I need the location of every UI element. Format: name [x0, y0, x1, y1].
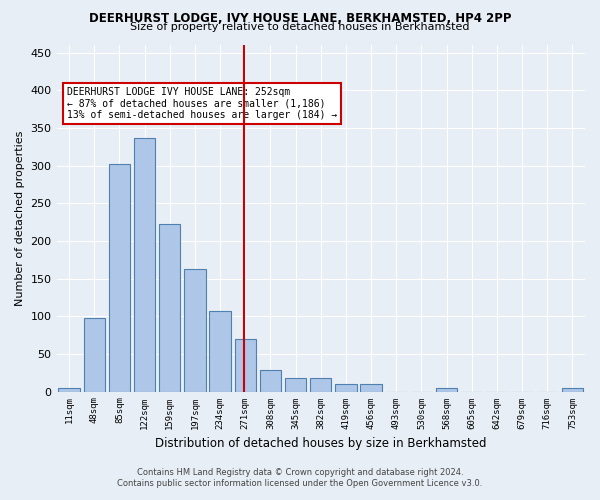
Bar: [83, 318, 105, 392]
Y-axis label: Number of detached properties: Number of detached properties: [15, 130, 25, 306]
Bar: [361, 384, 382, 392]
Bar: [260, 370, 281, 392]
Bar: [184, 269, 206, 392]
Text: DEERHURST LODGE, IVY HOUSE LANE, BERKHAMSTED, HP4 2PP: DEERHURST LODGE, IVY HOUSE LANE, BERKHAM…: [89, 12, 511, 26]
Bar: [235, 339, 256, 392]
Bar: [209, 311, 231, 392]
Bar: [562, 388, 583, 392]
Bar: [109, 164, 130, 392]
Bar: [58, 388, 80, 392]
Bar: [285, 378, 307, 392]
X-axis label: Distribution of detached houses by size in Berkhamsted: Distribution of detached houses by size …: [155, 437, 487, 450]
Bar: [159, 224, 181, 392]
Bar: [335, 384, 356, 392]
Text: Contains HM Land Registry data © Crown copyright and database right 2024.
Contai: Contains HM Land Registry data © Crown c…: [118, 468, 482, 487]
Text: DEERHURST LODGE IVY HOUSE LANE: 252sqm
← 87% of detached houses are smaller (1,1: DEERHURST LODGE IVY HOUSE LANE: 252sqm ←…: [67, 86, 337, 120]
Bar: [436, 388, 457, 392]
Bar: [134, 138, 155, 392]
Bar: [310, 378, 331, 392]
Text: Size of property relative to detached houses in Berkhamsted: Size of property relative to detached ho…: [130, 22, 470, 32]
